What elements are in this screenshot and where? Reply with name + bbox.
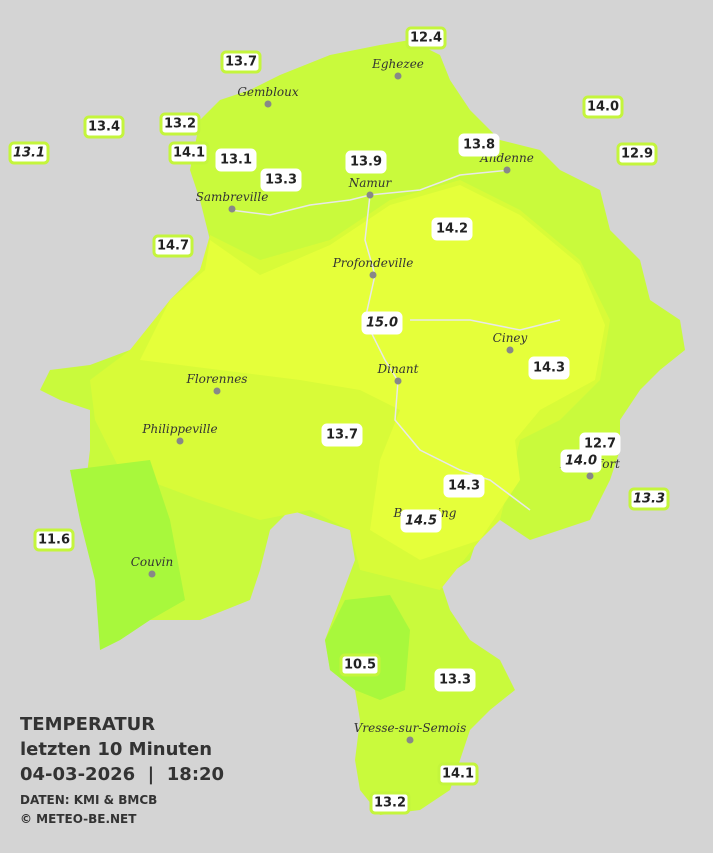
station-box [33,528,75,552]
city-dot [506,346,514,354]
station-value: 13.3 [439,673,471,688]
city-name: Namur [348,176,393,190]
station-box [215,148,257,172]
station-box [321,423,363,447]
station-value: 14.0 [587,100,619,115]
station-value: 14.3 [448,479,480,494]
city-dot [503,166,511,174]
station-value: 13.9 [350,155,382,170]
station-box [458,133,500,157]
city-name: Philippeville [141,422,217,436]
station-value: 10.5 [344,658,376,673]
station-box [220,50,262,74]
station-value: 13.7 [326,428,358,443]
station-box [260,168,302,192]
city-name: Florennes [186,372,248,386]
station-value: 13.7 [225,55,257,70]
station-value: 12.9 [621,147,653,162]
city-dot [148,570,156,578]
station-box [400,509,442,533]
station-box [8,141,50,165]
station-box [616,142,658,166]
station-value: 12.4 [410,31,442,46]
city-name: Eghezee [371,57,424,71]
city-dot [213,387,221,395]
station-value: 15.0 [366,316,398,331]
station-box [83,115,125,139]
station-value: 14.2 [436,222,468,237]
city-name: Profondeville [332,256,414,270]
station-value: 14.0 [565,454,597,469]
station-box [152,234,194,258]
city-dot [176,437,184,445]
station-value: 13.3 [633,492,665,507]
station-value: 13.3 [265,173,297,188]
station-box [369,791,411,815]
station-box [361,311,403,335]
station-box [443,474,485,498]
station-box [560,449,602,473]
station-value: 13.1 [13,146,45,161]
city-dot [406,736,414,744]
timestamp: 04-03-2026 | 18:20 [20,764,224,785]
city-name: Gembloux [237,85,299,99]
city-dot [369,271,377,279]
station-box [339,653,381,677]
station-box [628,487,670,511]
city-dot [366,191,374,199]
station-value: 14.5 [405,514,437,529]
station-box [405,26,447,50]
station-value: 14.1 [442,767,474,782]
station-box [437,762,479,786]
city-name: Vresse-sur-Semois [354,721,467,735]
city-dot [394,72,402,80]
copyright: © METEO-BE.NET [20,812,137,826]
station-value: 11.6 [38,533,70,548]
subtitle: letzten 10 Minuten [20,739,212,760]
city-name: Couvin [131,555,173,569]
source: DATEN: KMI & BMCB [20,793,157,807]
city-dot [264,100,272,108]
cool-zone [70,460,185,650]
city-dot [586,472,594,480]
station-box [159,112,201,136]
station-value: 14.3 [533,361,565,376]
station-value: 14.7 [157,239,189,254]
station-value: 12.7 [584,437,616,452]
city-name: Dinant [377,362,419,376]
station-box [431,217,473,241]
station-box [434,668,476,692]
warm-zone [140,185,605,560]
station-value: 13.2 [374,796,406,811]
station-box [582,95,624,119]
city-name: Ciney [493,331,528,345]
station-box [528,356,570,380]
station-value: 13.8 [463,138,495,153]
station-value: 13.2 [164,117,196,132]
station-box [168,141,210,165]
station-value: 14.1 [173,146,205,161]
station-value: 13.1 [220,153,252,168]
station-value: 13.4 [88,120,120,135]
city-dot [228,205,236,213]
station-box [345,150,387,174]
city-name: Sambreville [196,190,269,204]
title: TEMPERATUR [20,714,155,735]
city-dot [394,377,402,385]
